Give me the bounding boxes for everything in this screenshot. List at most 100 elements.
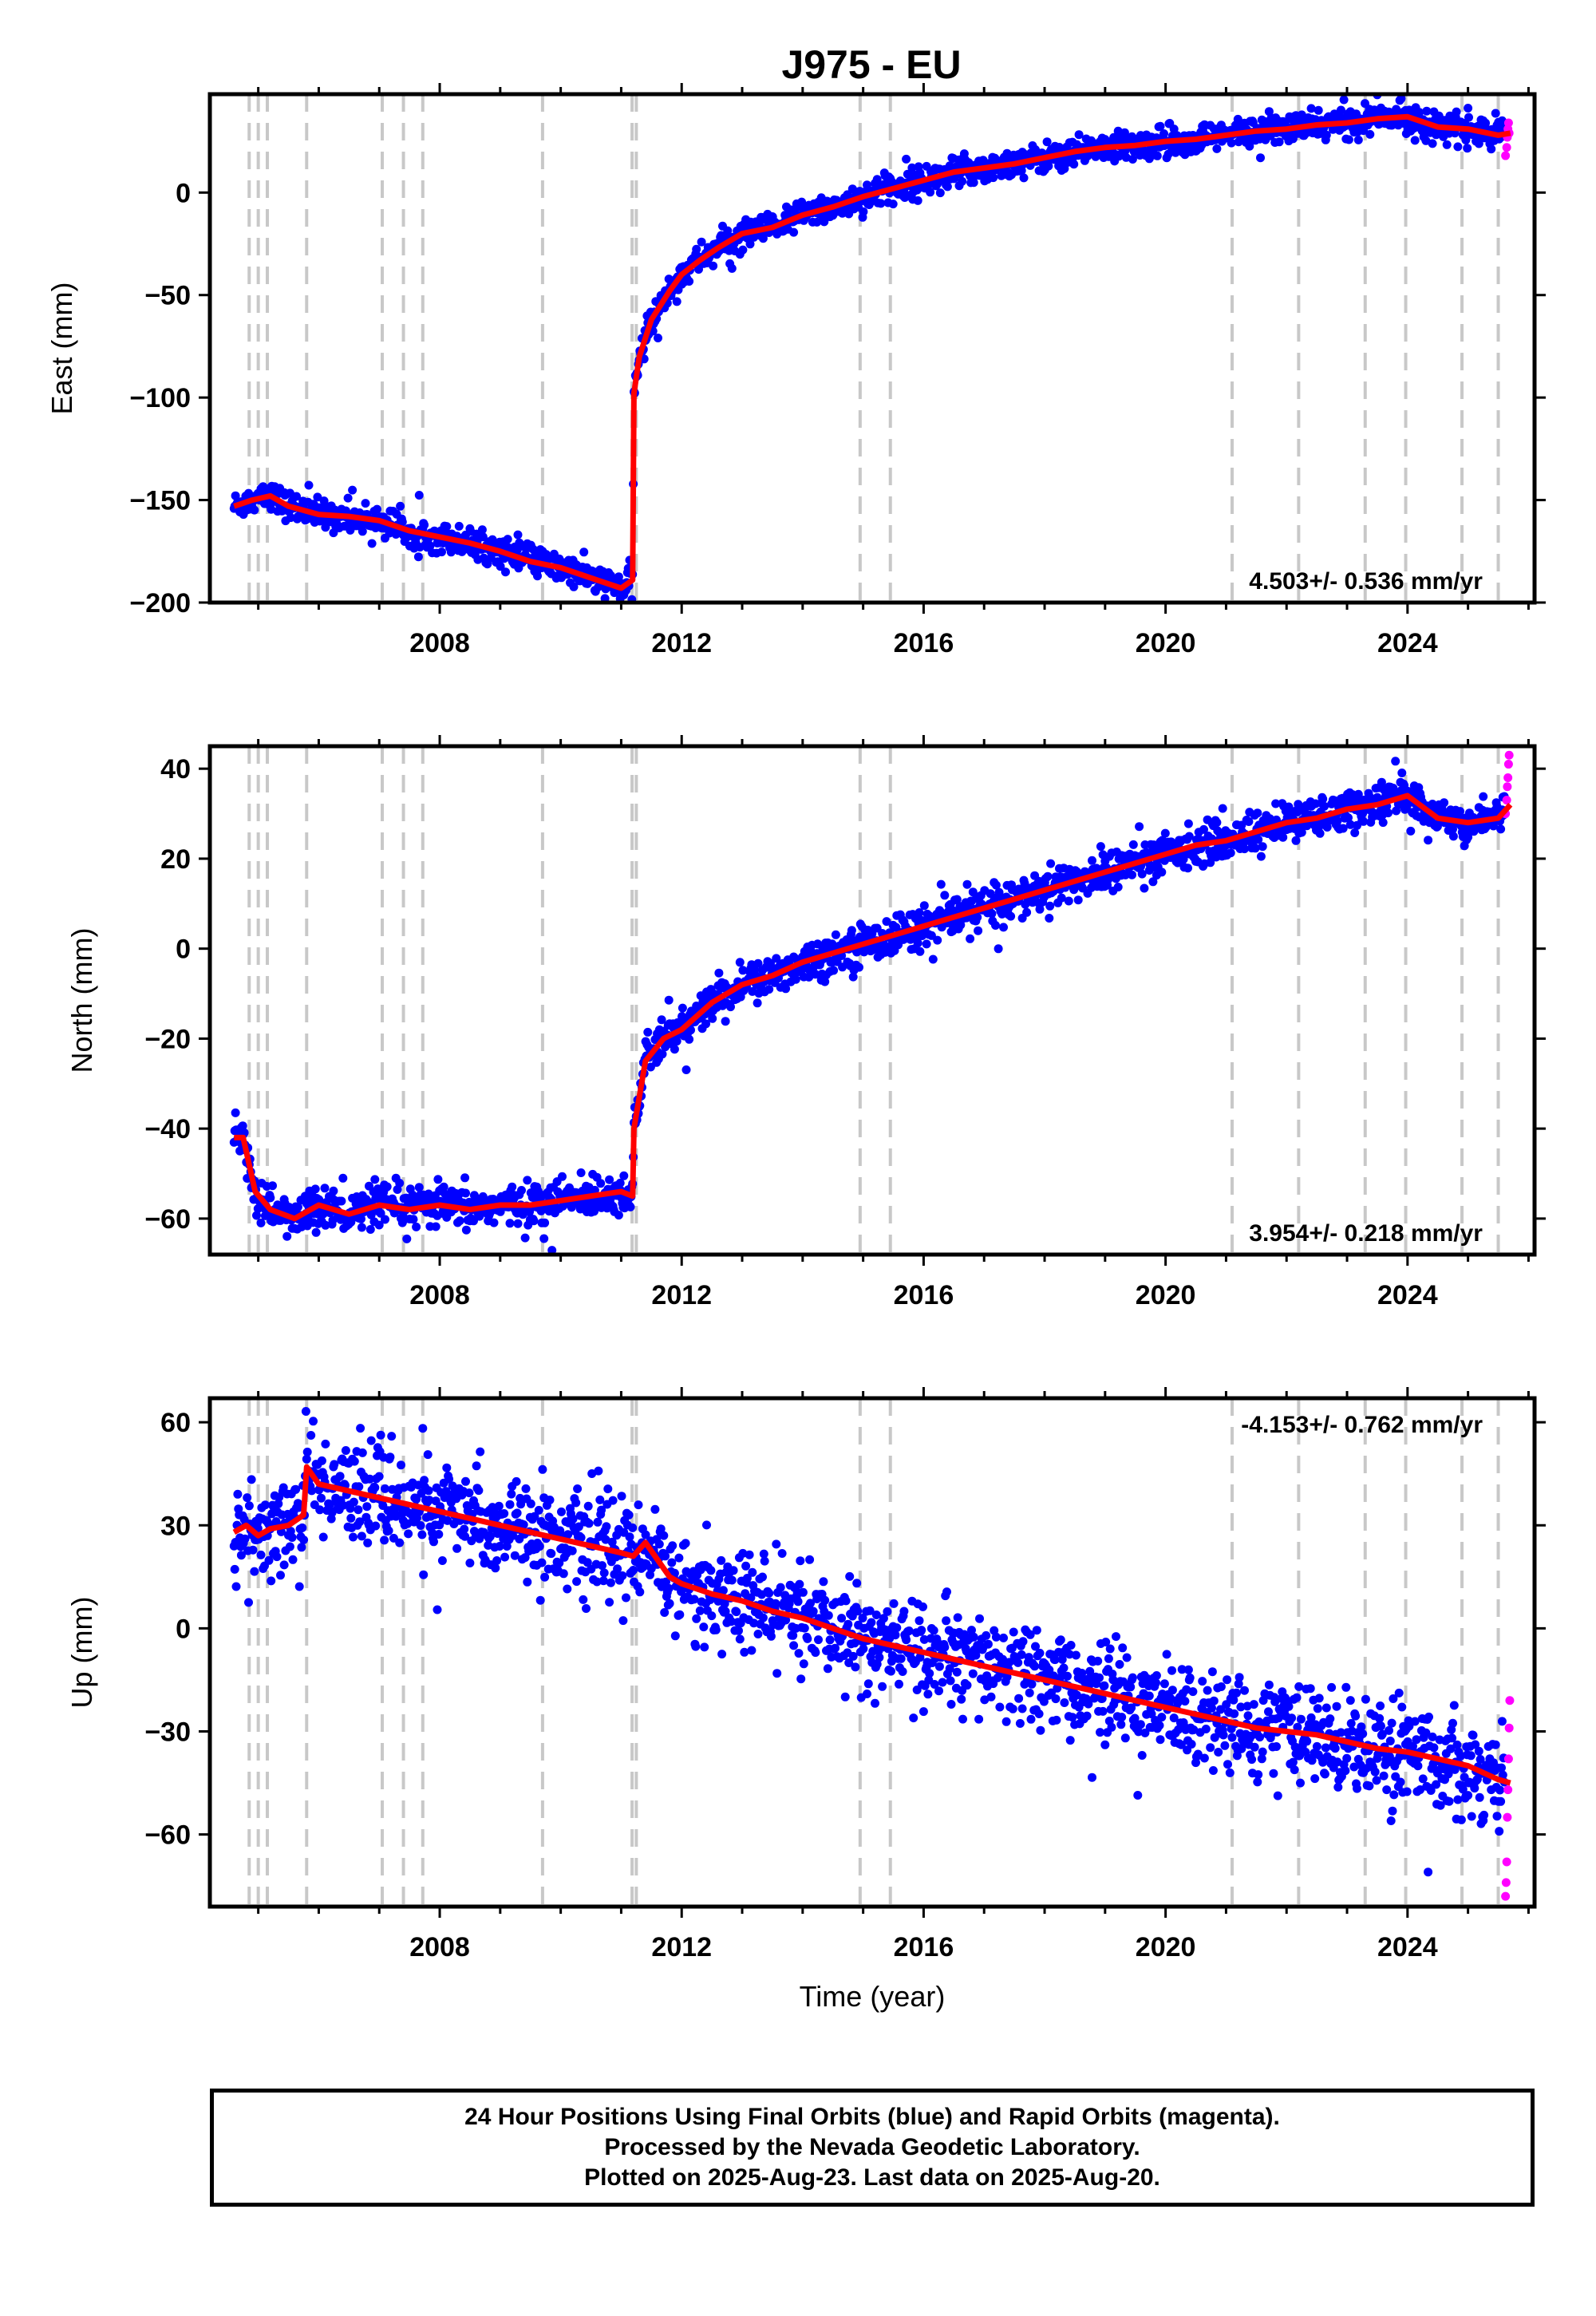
final-orbit-point bbox=[1496, 824, 1506, 834]
final-orbit-point bbox=[1128, 840, 1138, 849]
final-orbit-point bbox=[1128, 155, 1137, 164]
final-orbit-point bbox=[325, 1500, 334, 1509]
final-orbit-point bbox=[1064, 896, 1073, 906]
final-orbit-point bbox=[1001, 1717, 1011, 1726]
final-orbit-point bbox=[1160, 828, 1170, 838]
final-orbit-point bbox=[574, 1522, 583, 1531]
final-orbit-point bbox=[276, 1571, 285, 1580]
final-orbit-point bbox=[1152, 151, 1162, 160]
final-orbit-point bbox=[365, 1474, 374, 1484]
final-orbit-point bbox=[1481, 118, 1490, 128]
final-orbit-point bbox=[500, 1509, 509, 1518]
final-orbit-point bbox=[942, 182, 952, 192]
final-orbit-point bbox=[1487, 144, 1496, 154]
final-orbit-point bbox=[1258, 842, 1267, 852]
final-orbit-point bbox=[567, 1546, 577, 1555]
y-tick-label: −200 bbox=[129, 588, 191, 619]
final-orbit-point bbox=[346, 1217, 356, 1227]
final-orbit-point bbox=[1245, 141, 1254, 151]
final-orbit-point bbox=[371, 1521, 381, 1531]
final-orbit-point bbox=[559, 1569, 568, 1579]
final-orbit-point bbox=[1082, 1711, 1092, 1721]
final-orbit-point bbox=[1134, 1727, 1144, 1737]
final-orbit-point bbox=[1105, 1644, 1115, 1654]
final-orbit-point bbox=[1113, 883, 1123, 891]
final-orbit-point bbox=[1056, 1635, 1065, 1645]
final-orbit-point bbox=[384, 1526, 393, 1535]
final-orbit-point bbox=[335, 1472, 345, 1481]
final-orbit-point bbox=[563, 1530, 573, 1539]
y-tick-label: −150 bbox=[129, 486, 191, 516]
final-orbit-point bbox=[582, 1604, 591, 1613]
final-orbit-point bbox=[721, 1607, 730, 1616]
final-orbit-point bbox=[444, 1474, 454, 1484]
final-orbit-point bbox=[1428, 139, 1437, 148]
final-orbit-point bbox=[317, 1456, 326, 1465]
final-orbit-point bbox=[357, 1531, 366, 1541]
final-orbit-point bbox=[1122, 1653, 1132, 1662]
final-orbit-point bbox=[569, 582, 579, 591]
final-orbit-point bbox=[420, 1476, 429, 1485]
final-orbit-point bbox=[670, 1631, 680, 1641]
final-orbit-point bbox=[502, 1542, 512, 1551]
final-orbit-point bbox=[492, 1556, 502, 1565]
final-orbit-point bbox=[576, 1533, 586, 1543]
final-orbit-point bbox=[796, 1556, 805, 1566]
final-orbit-point bbox=[657, 1015, 666, 1025]
final-orbit-point bbox=[605, 1175, 614, 1184]
final-orbit-point bbox=[1452, 107, 1461, 117]
final-orbit-point bbox=[1068, 1713, 1077, 1722]
final-orbit-point bbox=[936, 879, 946, 889]
final-orbit-point bbox=[1084, 1699, 1093, 1709]
final-orbit-point bbox=[1321, 130, 1331, 140]
final-orbit-point bbox=[841, 1596, 851, 1606]
final-orbit-point bbox=[523, 1176, 532, 1185]
final-orbit-point bbox=[1036, 1725, 1045, 1735]
final-orbit-point bbox=[1013, 1658, 1023, 1667]
final-orbit-point bbox=[380, 1535, 389, 1545]
final-orbit-point bbox=[243, 1493, 252, 1503]
final-orbit-point bbox=[1042, 137, 1052, 147]
final-orbit-point bbox=[726, 1002, 735, 1012]
final-orbit-point bbox=[1378, 818, 1388, 828]
final-orbit-point bbox=[934, 1662, 944, 1671]
final-orbit-point bbox=[664, 995, 674, 1005]
final-orbit-point bbox=[346, 1504, 355, 1513]
final-orbit-point bbox=[1116, 1720, 1126, 1729]
final-orbit-point bbox=[414, 1183, 424, 1192]
final-orbit-point bbox=[1318, 794, 1328, 804]
final-orbit-point bbox=[656, 1524, 666, 1534]
final-orbit-point bbox=[244, 1501, 254, 1511]
final-orbit-point bbox=[732, 1607, 741, 1617]
final-orbit-point bbox=[1291, 836, 1301, 845]
final-orbit-point bbox=[729, 1566, 738, 1575]
final-orbit-point bbox=[598, 1561, 606, 1571]
final-orbit-point bbox=[240, 1534, 250, 1543]
final-orbit-point bbox=[793, 1597, 803, 1607]
x-tick-label: 2020 bbox=[1136, 628, 1196, 658]
final-orbit-point bbox=[917, 1626, 926, 1635]
final-orbit-point bbox=[533, 571, 542, 581]
final-orbit-point bbox=[840, 1692, 850, 1701]
final-orbit-point bbox=[945, 1664, 954, 1674]
final-orbit-point bbox=[1128, 870, 1136, 879]
final-orbit-point bbox=[952, 895, 962, 904]
final-orbit-point bbox=[267, 1576, 276, 1586]
final-orbit-point bbox=[1218, 804, 1227, 813]
final-orbit-point bbox=[689, 1595, 699, 1604]
final-orbit-point bbox=[374, 1220, 384, 1230]
final-orbit-point bbox=[1039, 1697, 1049, 1706]
final-orbit-point bbox=[1112, 1632, 1120, 1642]
final-orbit-point bbox=[753, 958, 763, 968]
final-orbit-point bbox=[902, 154, 911, 164]
final-orbit-point bbox=[904, 1626, 914, 1635]
final-orbit-point bbox=[1148, 877, 1158, 887]
final-orbit-point bbox=[614, 1211, 623, 1220]
final-orbit-point bbox=[596, 1179, 606, 1188]
final-orbit-point bbox=[812, 217, 822, 227]
final-orbit-point bbox=[1002, 1672, 1012, 1682]
final-orbit-point bbox=[909, 1713, 918, 1723]
final-orbit-point bbox=[863, 1679, 873, 1689]
y-tick-label: 20 bbox=[160, 844, 191, 875]
final-orbit-point bbox=[806, 1599, 815, 1608]
